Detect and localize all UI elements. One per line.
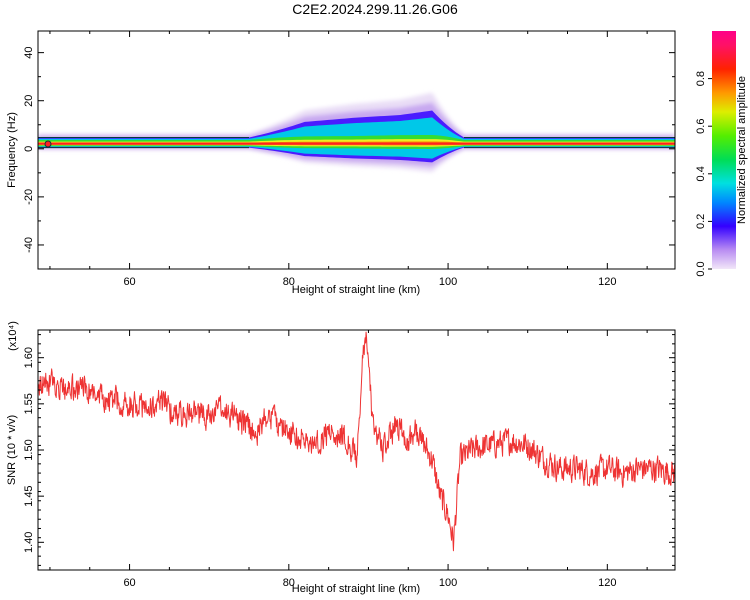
spectrogram-trace — [38, 92, 675, 173]
spectrogram-y-tick-label: -20 — [23, 189, 35, 205]
spectrogram-y-tick-label: 40 — [23, 47, 35, 59]
snr-x-ticks: 60 80 100 120 — [49, 330, 648, 589]
snr-x-tick-label: 100 — [439, 577, 457, 589]
snr-y-multiplier: (x10⁴) — [7, 321, 19, 351]
snr-y-label: SNR (10 * v/v) — [6, 415, 18, 485]
snr-series-line — [38, 331, 675, 552]
colorbar: 0.0 0.2 0.4 0.6 0.8 Normalized spectral ampl… — [695, 31, 748, 277]
snr-y-tick-label: 1.40 — [23, 532, 35, 553]
colorbar-tick-label: 0.2 — [695, 214, 707, 229]
spectrogram-x-tick-label: 120 — [598, 276, 616, 288]
spectrogram-panel: 60 80 100 120 -40 -20 0 20 40 Height of straigh… — [6, 30, 676, 296]
snr-y-ticks: 1.40 1.45 1.50 1.55 1.60 — [23, 334, 675, 566]
spectrogram-x-tick-label: 100 — [439, 276, 457, 288]
spectrogram-x-tick-label: 60 — [123, 276, 135, 288]
snr-plot-area — [38, 330, 675, 570]
spectrogram-trace-start-cap — [44, 140, 52, 148]
snr-y-tick-label: 1.60 — [23, 347, 35, 368]
colorbar-ticks: 0.0 0.2 0.4 0.6 0.8 — [695, 71, 712, 277]
colorbar-gradient — [712, 31, 736, 269]
spectrogram-band-layer — [38, 142, 675, 145]
colorbar-label: Normalized spectral amplitude — [736, 76, 748, 224]
colorbar-tick-label: 0.0 — [695, 261, 707, 276]
spectrogram-frame — [37, 30, 676, 270]
snr-y-tick-label: 1.55 — [23, 393, 35, 414]
snr-x-tick-label: 120 — [598, 577, 616, 589]
snr-x-tick-label: 80 — [283, 577, 295, 589]
colorbar-tick-label: 0.6 — [695, 119, 707, 134]
snr-y-tick-label: 1.45 — [23, 485, 35, 506]
snr-panel: 60 80 100 120 1.40 1.45 1.50 1.55 1.60 Height o… — [6, 321, 676, 595]
spectrogram-x-ticks: 60 80 100 120 — [49, 31, 648, 288]
colorbar-tick-label: 0.4 — [695, 166, 707, 181]
colorbar-tick-label: 0.8 — [695, 71, 707, 86]
chart-title: C2E2.2024.299.11.26.G06 — [292, 1, 458, 17]
snr-x-label: Height of straight line (km) — [292, 583, 420, 595]
spectrogram-y-tick-label: 0 — [23, 146, 35, 152]
snr-y-tick-label: 1.50 — [23, 439, 35, 460]
spectrogram-y-tick-label: 20 — [23, 95, 35, 107]
snr-x-tick-label: 60 — [123, 577, 135, 589]
spectrogram-y-ticks: -40 -20 0 20 40 — [23, 47, 675, 270]
spectrogram-x-tick-label: 80 — [283, 276, 295, 288]
spectrogram-y-label: Frequency (Hz) — [6, 112, 18, 188]
spectrogram-y-tick-label: -40 — [23, 237, 35, 253]
spectrogram-x-label: Height of straight line (km) — [292, 284, 420, 296]
